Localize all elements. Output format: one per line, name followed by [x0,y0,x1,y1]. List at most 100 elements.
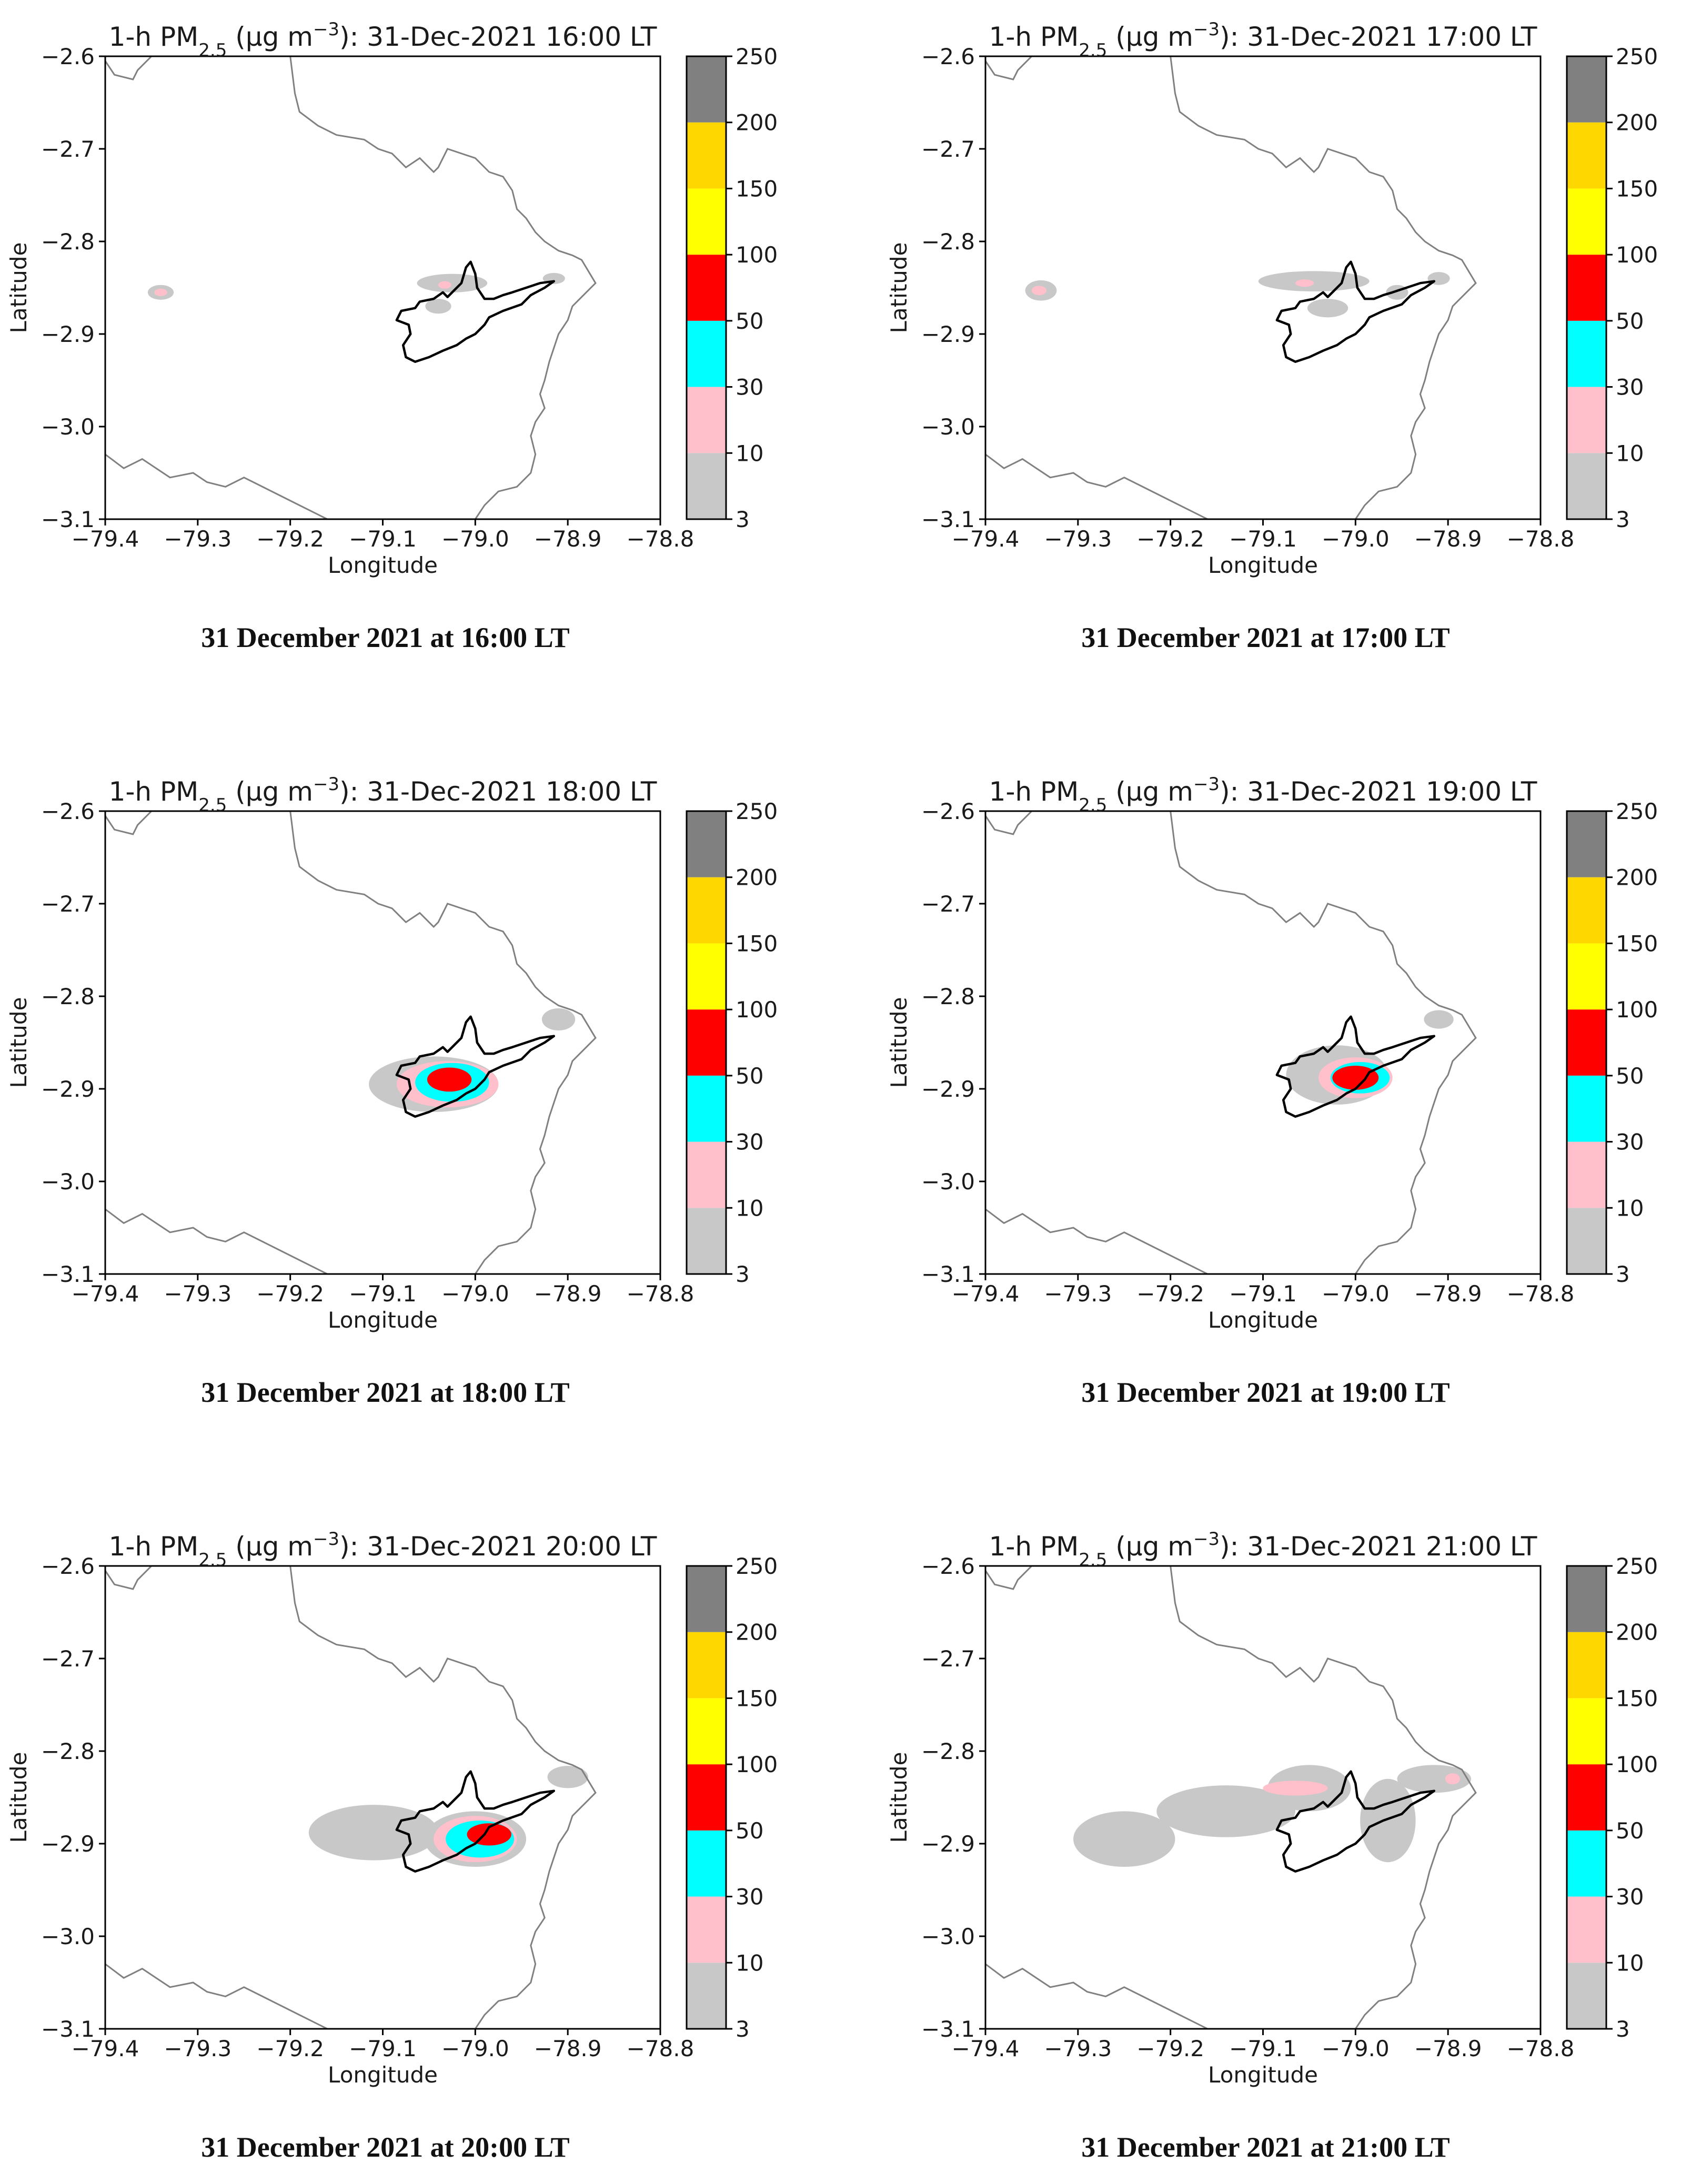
x-tick-label: −78.9 [534,1281,602,1307]
panel-caption: 31 December 2021 at 16:00 LT [201,622,569,653]
colorbar-tick-label: 250 [1616,798,1658,824]
colorbar-segment [687,1208,726,1274]
colorbar-tick-label: 200 [1616,110,1658,136]
colorbar-tick-label: 50 [1616,1063,1644,1089]
x-tick-label: −79.1 [349,1281,417,1307]
x-tick-label: −78.8 [627,526,694,552]
colorbar-tick-label: 100 [736,997,778,1023]
x-tick-label: −79.2 [256,1281,324,1307]
province-boundary [105,56,152,80]
y-tick-label: −2.7 [41,1646,95,1672]
colorbar-tick-label: 200 [736,1620,778,1645]
colorbar-tick-label: 150 [1616,931,1658,956]
province-boundary [985,453,1208,519]
colorbar-tick-label: 150 [1616,176,1658,201]
x-axis-label: Longitude [328,1307,438,1333]
x-tick-label: −79.0 [1322,1281,1390,1307]
colorbar-segment [687,320,726,387]
y-tick-label: −2.6 [41,1553,95,1579]
x-tick-label: −78.8 [627,1281,694,1307]
y-tick-label: −3.1 [41,507,95,532]
colorbar-segment [687,1698,726,1765]
plume-3-10 [1397,1765,1472,1793]
colorbar-segment [687,1566,726,1632]
panel-caption: 31 December 2021 at 20:00 LT [201,2131,569,2163]
x-tick-label: −79.4 [72,1281,139,1307]
colorbar-segment [1567,320,1606,387]
colorbar-tick-label: 3 [736,2016,750,2042]
colorbar-segment [1567,1141,1606,1208]
colorbar-segment [687,255,726,321]
x-tick-label: −79.0 [1322,2036,1390,2061]
colorbar-tick-label: 200 [1616,865,1658,891]
plume-3-10 [1424,1010,1454,1029]
x-axis-label: Longitude [328,2062,438,2088]
province-boundary [105,1566,152,1590]
x-tick-label: −79.3 [1044,526,1112,552]
plume-10-30 [154,288,167,296]
province-boundary [105,811,152,835]
plot-area [985,811,1541,1274]
colorbar-segment [1567,387,1606,453]
plume-3-10 [1360,1778,1416,1863]
plot-area [105,811,660,1274]
x-tick-label: −78.9 [1414,1281,1482,1307]
x-tick-label: −79.1 [1229,526,1297,552]
colorbar-frame [686,1565,727,2030]
panel-caption: 31 December 2021 at 19:00 LT [1081,1377,1450,1408]
panel-title: 1-h PM2.5 (μg m−3): 31-Dec-2021 21:00 LT [989,1529,1537,1571]
colorbar-frame [1566,55,1607,520]
colorbar-tick-label: 50 [736,1818,763,1844]
panel-title: 1-h PM2.5 (μg m−3): 31-Dec-2021 16:00 LT [109,19,657,61]
x-tick-label: −79.2 [256,2036,324,2061]
colorbar-frame [686,810,727,1275]
province-boundary [985,1208,1208,1274]
panel-caption: 31 December 2021 at 17:00 LT [1081,622,1450,653]
x-tick-label: −79.1 [349,2036,417,2061]
y-tick-label: −2.6 [921,44,975,69]
colorbar-segment [1567,1764,1606,1831]
province-boundary [289,56,597,519]
panel-title: 1-h PM2.5 (μg m−3): 31-Dec-2021 20:00 LT [109,1529,657,1571]
x-tick-label: −79.0 [441,526,509,552]
x-tick-label: −79.2 [1136,2036,1204,2061]
panel-caption: 31 December 2021 at 18:00 LT [201,1377,569,1408]
colorbar-tick-label: 50 [736,1063,763,1089]
province-boundary [289,1566,597,2029]
x-tick-label: −78.9 [534,526,602,552]
y-axis-label: Latitude [886,997,912,1088]
colorbar-segment [687,387,726,453]
y-tick-label: −2.8 [41,984,95,1009]
panel-title: 1-h PM2.5 (μg m−3): 31-Dec-2021 18:00 LT [109,774,657,816]
colorbar-frame [1566,1565,1607,2030]
colorbar-tick-label: 10 [1616,440,1644,466]
x-tick-label: −79.3 [164,526,231,552]
colorbar-segment [687,1075,726,1142]
colorbar-segment [1567,1632,1606,1698]
plume-3-10 [1258,271,1370,292]
x-tick-label: −79.2 [1136,526,1204,552]
y-tick-label: −3.1 [921,2016,975,2042]
x-tick-label: −78.8 [627,2036,694,2061]
panel-4: −79.4 −79.3 −79.2 −79.1 −79.0 −78.9 −78.8 −2.6 −… [886,774,1658,1408]
colorbar-tick-label: 30 [736,1884,763,1910]
y-tick-label: −2.8 [921,984,975,1009]
colorbar-tick-label: 200 [1616,1620,1658,1645]
x-tick-label: −79.4 [952,1281,1020,1307]
y-tick-label: −2.9 [921,321,975,347]
x-tick-label: −79.1 [1229,2036,1297,2061]
province-boundary [289,811,597,1274]
colorbar-segment [1567,1009,1606,1076]
colorbar-tick-label: 30 [1616,375,1644,400]
plume-10-30 [438,281,451,289]
colorbar-tick-label: 10 [1616,1950,1644,1976]
panel-3: −79.4 −79.3 −79.2 −79.1 −79.0 −78.9 −78.8 −2.6 −… [6,774,778,1408]
y-axis-label: Latitude [886,242,912,333]
y-tick-label: −3.0 [41,1924,95,1949]
colorbar-segment [687,122,726,189]
y-tick-label: −2.7 [41,891,95,917]
x-tick-label: −78.8 [1507,526,1575,552]
x-tick-label: −78.8 [1507,1281,1575,1307]
colorbar-segment [687,1764,726,1831]
colorbar-tick-label: 200 [736,110,778,136]
